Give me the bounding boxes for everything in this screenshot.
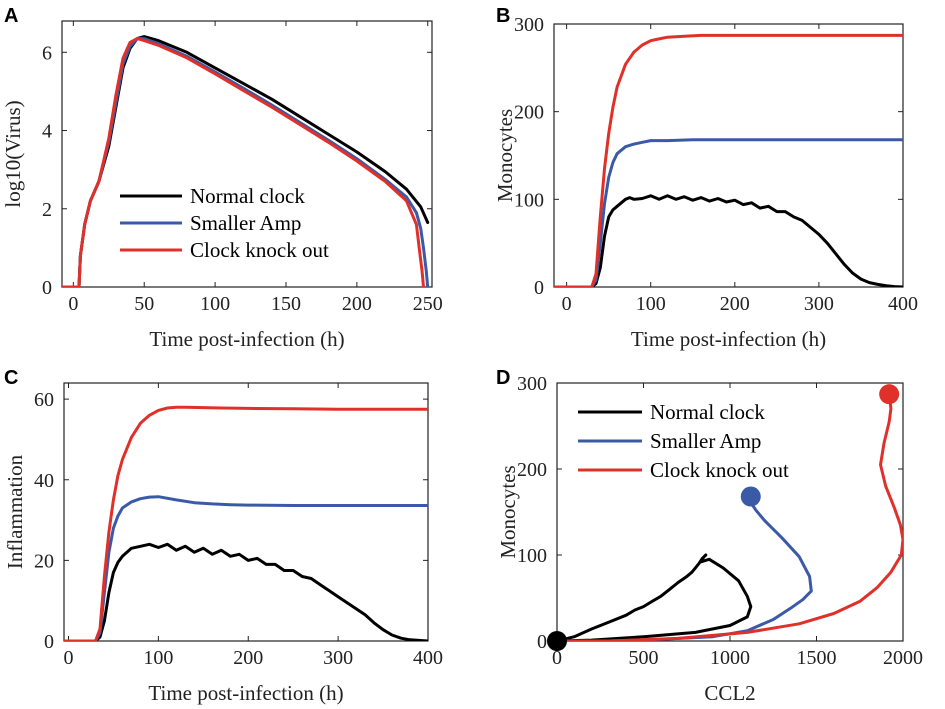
panel-a: A 0 50 100 150 200 250 0 2 4 6 Time post-infection … [1, 5, 443, 351]
x-tick-label: 200 [233, 647, 263, 669]
legend-label: Clock knock out [650, 458, 789, 482]
y-axis-label: Monocytes [496, 465, 520, 558]
x-tick-label: 50 [134, 293, 154, 315]
series-line-normal-clock [554, 194, 903, 287]
x-tick-label: 150 [271, 293, 301, 315]
series-line-clock-knock-out [554, 33, 903, 287]
panel-letter: B [496, 5, 510, 27]
y-tick-label: 0 [537, 631, 547, 653]
legend-label: Smaller Amp [190, 211, 301, 235]
x-tick-label: 100 [200, 293, 230, 315]
series-line-normal-clock [64, 542, 428, 641]
plot-frame [61, 20, 433, 288]
x-tick-label: 300 [804, 293, 834, 315]
x-tick-label: 300 [323, 647, 353, 669]
panel-letter: C [4, 367, 18, 389]
series-group [62, 35, 430, 287]
y-axis-label: Monocytes [493, 109, 517, 202]
x-tick-label: 500 [629, 647, 659, 669]
series-group [64, 405, 428, 641]
x-axis-label: Time post-infection (h) [631, 327, 826, 351]
y-tick-label: 0 [42, 277, 52, 299]
end-marker [740, 486, 761, 507]
x-axis-label: Time post-infection (h) [149, 327, 344, 351]
y-tick-label: 0 [44, 631, 54, 653]
series-line-clock-knock-out [557, 392, 903, 641]
y-tick-label: 4 [42, 121, 52, 143]
end-marker [547, 631, 567, 651]
legend-label: Normal clock [650, 400, 765, 424]
series-line-smaller-amp [554, 138, 903, 287]
x-axis-label: CCL2 [704, 681, 755, 705]
x-tick-label: 2000 [883, 647, 923, 669]
series-group [554, 33, 903, 287]
plot-frame [553, 23, 904, 288]
x-tick-label: 400 [888, 293, 918, 315]
end-marker [879, 384, 900, 405]
y-tick-label: 300 [514, 14, 544, 36]
panel-c: C 0 100 200 300 400 0 20 40 60 Time post-infection… [3, 367, 443, 705]
y-tick-label: 20 [34, 550, 54, 572]
panel-letter: A [4, 5, 18, 27]
y-tick-label: 60 [34, 389, 54, 411]
series-line-clock-knock-out [64, 405, 428, 641]
x-tick-label: 0 [68, 293, 78, 315]
x-tick-label: 250 [413, 293, 443, 315]
y-tick-label: 2 [42, 199, 52, 221]
x-tick-label: 1500 [797, 647, 837, 669]
y-tick-label: 100 [514, 189, 544, 211]
x-tick-label: 0 [552, 647, 562, 669]
plot-frame [63, 382, 429, 642]
legend-label: Clock knock out [190, 238, 329, 262]
series-line-smaller-amp [557, 495, 813, 641]
panel-letter: D [496, 367, 510, 389]
legend: Normal clock Smaller Amp Clock knock out [120, 184, 329, 262]
x-tick-label: 100 [636, 293, 666, 315]
x-axis-label: Time post-infection (h) [148, 681, 343, 705]
y-tick-label: 200 [514, 102, 544, 124]
x-tick-label: 200 [342, 293, 372, 315]
y-tick-label: 200 [517, 459, 547, 481]
y-tick-label: 6 [42, 42, 52, 64]
panel-d: D 0 500 1000 1500 2000 0 100 200 300 CCL2 Monocytes… [496, 367, 923, 705]
series-line-normal-clock [557, 553, 753, 641]
y-axis-label: Inflammation [3, 454, 27, 569]
x-tick-label: 100 [143, 647, 173, 669]
series-line-clock-knock-out [62, 37, 425, 287]
y-tick-label: 300 [517, 373, 547, 395]
y-axis-label: log10(Virus) [1, 100, 25, 207]
y-tick-label: 0 [534, 277, 544, 299]
legend-label: Normal clock [190, 184, 305, 208]
x-tick-label: 0 [562, 293, 572, 315]
legend-label: Smaller Amp [650, 429, 761, 453]
panel-b: B 0 100 200 300 400 0 100 200 300 Time post-infect… [493, 5, 918, 351]
y-tick-label: 100 [517, 545, 547, 567]
legend: Normal clock Smaller Amp Clock knock out [578, 400, 789, 482]
y-tick-label: 40 [34, 470, 54, 492]
x-tick-label: 400 [413, 647, 443, 669]
series-line-smaller-amp [64, 495, 428, 641]
x-tick-label: 1000 [710, 647, 750, 669]
x-tick-label: 200 [720, 293, 750, 315]
x-tick-label: 0 [63, 647, 73, 669]
